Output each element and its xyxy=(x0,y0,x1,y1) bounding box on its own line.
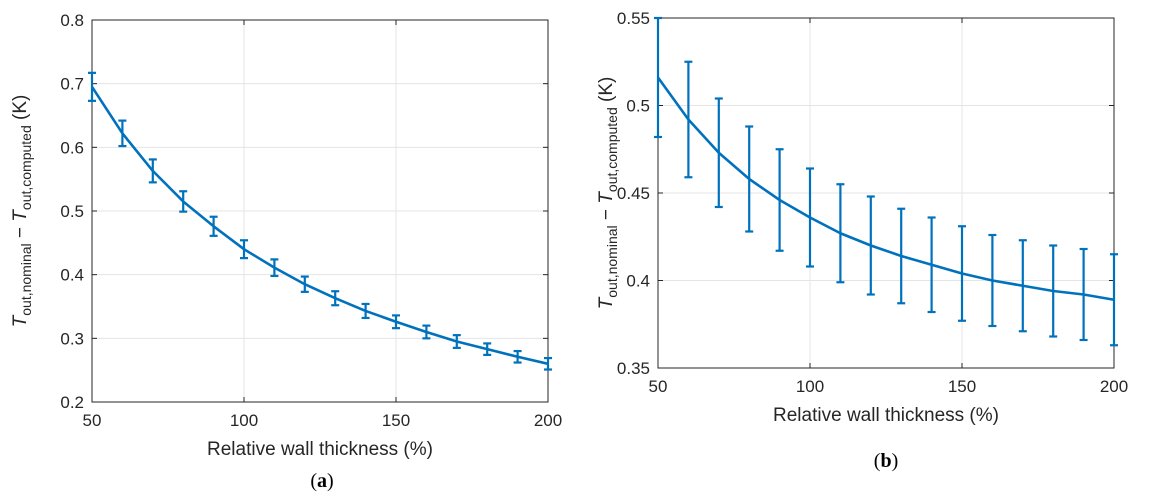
y-tick-label: 0.5 xyxy=(60,202,84,221)
error-bar xyxy=(806,167,814,268)
y-title-subscript: out,computed xyxy=(604,107,620,192)
error-bar xyxy=(118,119,127,148)
y-tick-label: 0.2 xyxy=(60,393,84,412)
error-bar xyxy=(483,342,492,356)
x-tick-label: 50 xyxy=(83,411,102,430)
y-tick-label: 0.4 xyxy=(626,272,650,291)
y-title-subscript: out,nominal xyxy=(604,225,620,297)
error-bar xyxy=(331,290,340,307)
x-tick-label: 150 xyxy=(948,377,976,396)
x-tick-label: 150 xyxy=(382,411,410,430)
panel-label-letter: b xyxy=(880,450,891,472)
error-bar xyxy=(1079,247,1088,342)
panel-label: (b) xyxy=(874,450,898,472)
x-axis-title: Relative wall thickness (%) xyxy=(207,439,433,460)
y-title-symbol: T xyxy=(10,314,31,327)
error-bar xyxy=(988,233,997,328)
error-bar xyxy=(392,314,400,330)
error-bar xyxy=(88,71,96,102)
y-title-symbol: T xyxy=(596,296,617,309)
panel-label-close: ) xyxy=(327,470,334,492)
error-bar xyxy=(866,195,875,296)
y-axis-title: Tout,nominal − Tout,computed (K) xyxy=(10,95,34,328)
error-bar xyxy=(958,225,966,322)
y-tick-label: 0.5 xyxy=(626,97,650,116)
y-tick-label: 0.7 xyxy=(60,75,84,94)
chart-panel-b: 50 100 150 200 0.35 0.4 0.45 0.5 0.55 Relative wa… xyxy=(596,9,1128,472)
panel-label-close: ) xyxy=(892,450,899,472)
error-bar xyxy=(240,239,248,260)
error-bar xyxy=(836,183,845,284)
x-axis-title: Relative wall thickness (%) xyxy=(773,405,999,426)
y-title-symbol: T xyxy=(596,191,617,204)
error-bar xyxy=(452,334,461,349)
chart-panel-a: 50 100 150 200 0.2 0.3 0.4 0.5 0.6 0.7 0.8 Relative… xyxy=(10,11,562,492)
y-title-minus: − xyxy=(596,204,617,226)
error-bar xyxy=(745,125,754,233)
error-bar xyxy=(1018,239,1027,333)
y-axis-title: Tout,nominal − Tout,computed (K) xyxy=(596,77,620,310)
y-title-unit: (K) xyxy=(10,95,31,126)
x-tick-label: 100 xyxy=(796,377,824,396)
x-tick-label: 200 xyxy=(1100,377,1128,396)
error-bar xyxy=(897,207,906,305)
error-bar xyxy=(544,356,552,371)
error-bar xyxy=(179,190,188,213)
y-title-symbol: T xyxy=(10,209,31,222)
y-tick-label: 0.4 xyxy=(60,266,84,285)
y-title-subscript: out,computed xyxy=(18,125,34,210)
x-tick-label: 50 xyxy=(649,377,668,396)
error-bar xyxy=(775,148,784,252)
y-tick-label: 0.45 xyxy=(617,184,650,203)
y-tick-label: 0.6 xyxy=(60,138,84,157)
error-bar xyxy=(513,349,522,364)
x-tick-label: 200 xyxy=(534,411,562,430)
panel-label: (a) xyxy=(310,470,333,492)
error-bar xyxy=(684,60,693,179)
error-bar xyxy=(300,275,309,293)
error-bar xyxy=(270,258,279,278)
panel-label-letter: a xyxy=(317,470,327,492)
error-bar xyxy=(148,158,157,184)
error-bar xyxy=(1049,244,1058,338)
series-line xyxy=(656,76,1115,302)
error-bar xyxy=(714,97,723,209)
panel-label-open: ( xyxy=(310,470,317,492)
y-tick-label: 0.55 xyxy=(617,9,650,28)
y-tick-label: 0.8 xyxy=(60,11,84,30)
y-title-unit: (K) xyxy=(596,77,617,108)
x-tick-label: 100 xyxy=(230,411,258,430)
error-bar xyxy=(361,302,370,320)
error-bar xyxy=(654,16,662,139)
series-line xyxy=(90,86,549,366)
error-bar xyxy=(927,216,936,314)
error-bar xyxy=(422,324,431,340)
error-bar xyxy=(209,215,218,237)
y-title-subscript: out,nominal xyxy=(18,243,34,315)
panel-label-open: ( xyxy=(874,450,881,472)
y-tick-label: 0.35 xyxy=(617,359,650,378)
y-title-minus: − xyxy=(10,222,31,244)
y-tick-label: 0.3 xyxy=(60,329,84,348)
error-bar xyxy=(1110,253,1118,347)
